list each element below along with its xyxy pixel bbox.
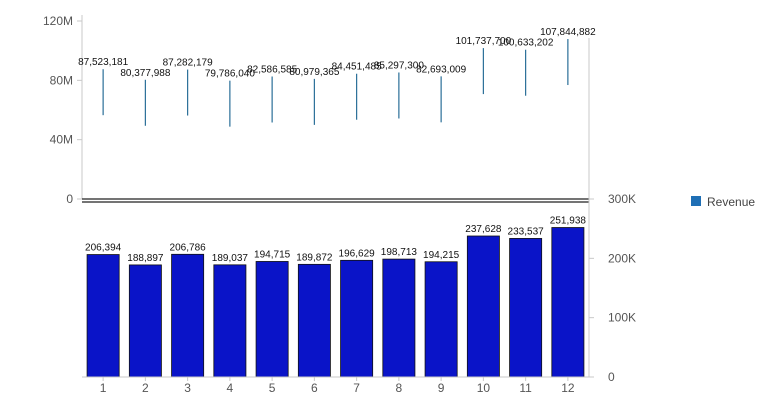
x-tick-label: 10 <box>477 381 491 395</box>
x-tick-label: 11 <box>519 381 532 395</box>
x-tick-label: 9 <box>438 381 445 395</box>
bar-data-label: 188,897 <box>127 253 164 264</box>
x-tick-label: 4 <box>227 381 234 395</box>
top-plot: 0 40M 80M 120M 87,523,18180,377,98887,282,17… <box>43 14 596 206</box>
bottom-y-tick-label: 100K <box>608 311 636 325</box>
top-data-label: 82,693,009 <box>416 64 466 75</box>
bar <box>424 261 458 378</box>
bar <box>171 253 205 378</box>
bar <box>255 261 289 378</box>
top-y-tick-label: 120M <box>43 14 73 28</box>
top-data-label: 101,737,700 <box>456 36 512 47</box>
bar-data-label: 198,713 <box>381 247 418 258</box>
top-y-tick-label: 80M <box>50 73 73 87</box>
x-tick-label: 5 <box>269 381 276 395</box>
legend: Revenue <box>691 195 755 209</box>
bar <box>466 235 500 378</box>
x-axis: 1 2 3 4 5 6 7 8 9 10 11 12 <box>82 376 589 395</box>
bar <box>509 238 543 378</box>
bar-data-label: 206,786 <box>170 242 207 253</box>
top-data-label: 85,297,300 <box>374 60 424 71</box>
legend-label: Revenue <box>707 195 755 209</box>
bar-data-label: 237,628 <box>465 224 502 235</box>
bar <box>128 264 162 378</box>
bar-data-label: 251,938 <box>550 216 587 227</box>
bar-data-label: 194,715 <box>254 249 291 260</box>
top-data-label: 87,523,181 <box>78 57 128 68</box>
top-y-tick-label: 0 <box>66 192 73 206</box>
x-tick-label: 12 <box>561 381 575 395</box>
top-data-label: 80,377,988 <box>120 68 170 79</box>
bottom-y-tick-label: 300K <box>608 192 636 206</box>
bottom-y-tick-label: 200K <box>608 251 636 265</box>
bar-data-label: 206,394 <box>85 243 122 254</box>
x-tick-label: 2 <box>142 381 149 395</box>
top-data-label: 100,633,202 <box>498 38 554 49</box>
top-y-tick-label: 40M <box>50 133 73 147</box>
bar <box>382 258 416 378</box>
top-data-label: 107,844,882 <box>540 27 596 38</box>
top-data-label: 84,451,485 <box>332 62 382 73</box>
bottom-y-tick-label: 0 <box>608 370 615 384</box>
bar <box>297 263 331 378</box>
legend-swatch <box>691 196 701 206</box>
x-tick-label: 3 <box>184 381 191 395</box>
x-tick-label: 8 <box>396 381 403 395</box>
bar <box>340 259 374 378</box>
bar-data-label: 194,215 <box>423 250 460 261</box>
top-data-label: 80,979,365 <box>289 67 339 78</box>
bar <box>213 264 247 378</box>
bar-data-label: 233,537 <box>508 226 545 237</box>
x-tick-label: 6 <box>311 381 318 395</box>
bar-data-label: 189,037 <box>212 253 249 264</box>
top-data-label: 79,786,040 <box>205 69 255 80</box>
bar <box>86 254 120 378</box>
bar-data-label: 196,629 <box>339 248 376 259</box>
x-tick-label: 7 <box>353 381 360 395</box>
x-tick-label: 1 <box>100 381 107 395</box>
top-data-label: 82,586,585 <box>247 64 297 75</box>
bar-data-label: 189,872 <box>296 252 333 263</box>
bottom-plot: 0 100K 200K 300K 206,394 188,897 206,786 189,03… <box>85 38 636 384</box>
top-data-label: 87,282,179 <box>163 58 213 69</box>
bar <box>551 227 585 378</box>
